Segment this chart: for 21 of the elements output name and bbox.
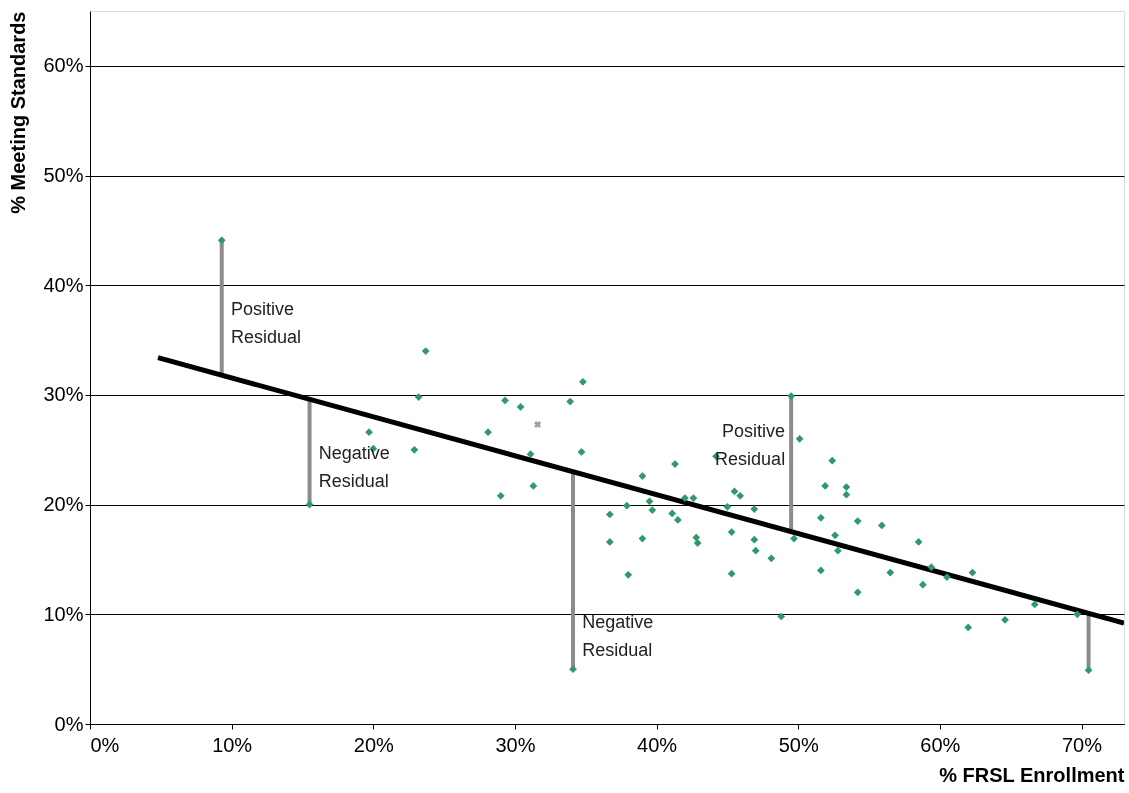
x-tick-label: 20% [353,733,395,756]
y-tick-label: 40% [43,273,84,296]
x-tick-label: 0% [90,733,120,756]
annotation: Positive Residual [230,298,302,347]
x-tick-label: 10% [212,733,253,756]
annotation: Positive Residual [715,421,786,470]
y-tick-label: 20% [43,493,84,516]
annotation: Negative Residual [318,443,390,492]
y-tick-label: 10% [43,602,84,625]
x-tick-label: 50% [778,733,819,756]
y-tick-label: 0% [54,712,84,735]
x-tick-label: 70% [1061,733,1103,756]
x-axis-title: % FRSL Enrollment [939,763,1125,786]
x-tick-label: 40% [637,733,678,756]
y-tick-label: 30% [43,383,84,406]
annotation: Negative Residual [582,612,654,661]
y-axis-title: % Meeting Standards [7,11,30,214]
y-tick-label: 60% [43,54,84,77]
x-tick-label: 30% [495,733,536,756]
x-tick-label: 60% [920,733,961,756]
y-tick-label: 50% [43,164,84,187]
